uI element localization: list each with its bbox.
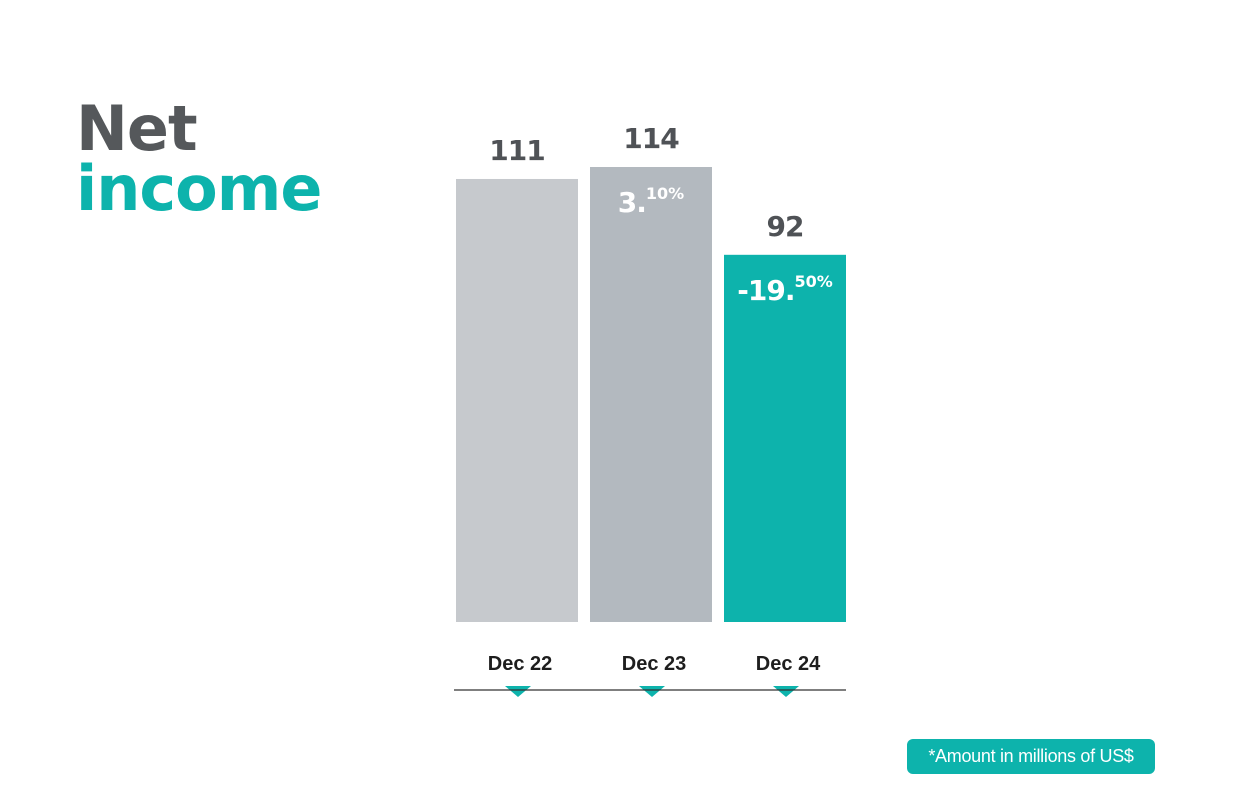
value-label: 111 xyxy=(489,134,544,167)
axis-marker xyxy=(639,686,665,697)
bar-dec-24 xyxy=(724,254,846,623)
title-line-net: Net xyxy=(76,92,198,165)
axis-marker xyxy=(773,686,799,697)
bar-dec-22 xyxy=(456,178,578,622)
value-label: 92 xyxy=(767,210,804,243)
bar-dec-23 xyxy=(590,167,712,622)
change-label: 3.10% xyxy=(618,184,684,219)
change-label: -19.50% xyxy=(737,272,833,307)
title-line-income: income xyxy=(76,152,322,225)
axis-marker xyxy=(505,686,531,697)
category-label: Dec 22 xyxy=(488,653,553,675)
category-label: Dec 23 xyxy=(622,653,687,675)
value-label: 114 xyxy=(623,122,679,155)
chart-title: Net income xyxy=(76,92,322,225)
category-label: Dec 24 xyxy=(756,653,821,675)
units-note: *Amount in millions of US$ xyxy=(907,739,1155,774)
